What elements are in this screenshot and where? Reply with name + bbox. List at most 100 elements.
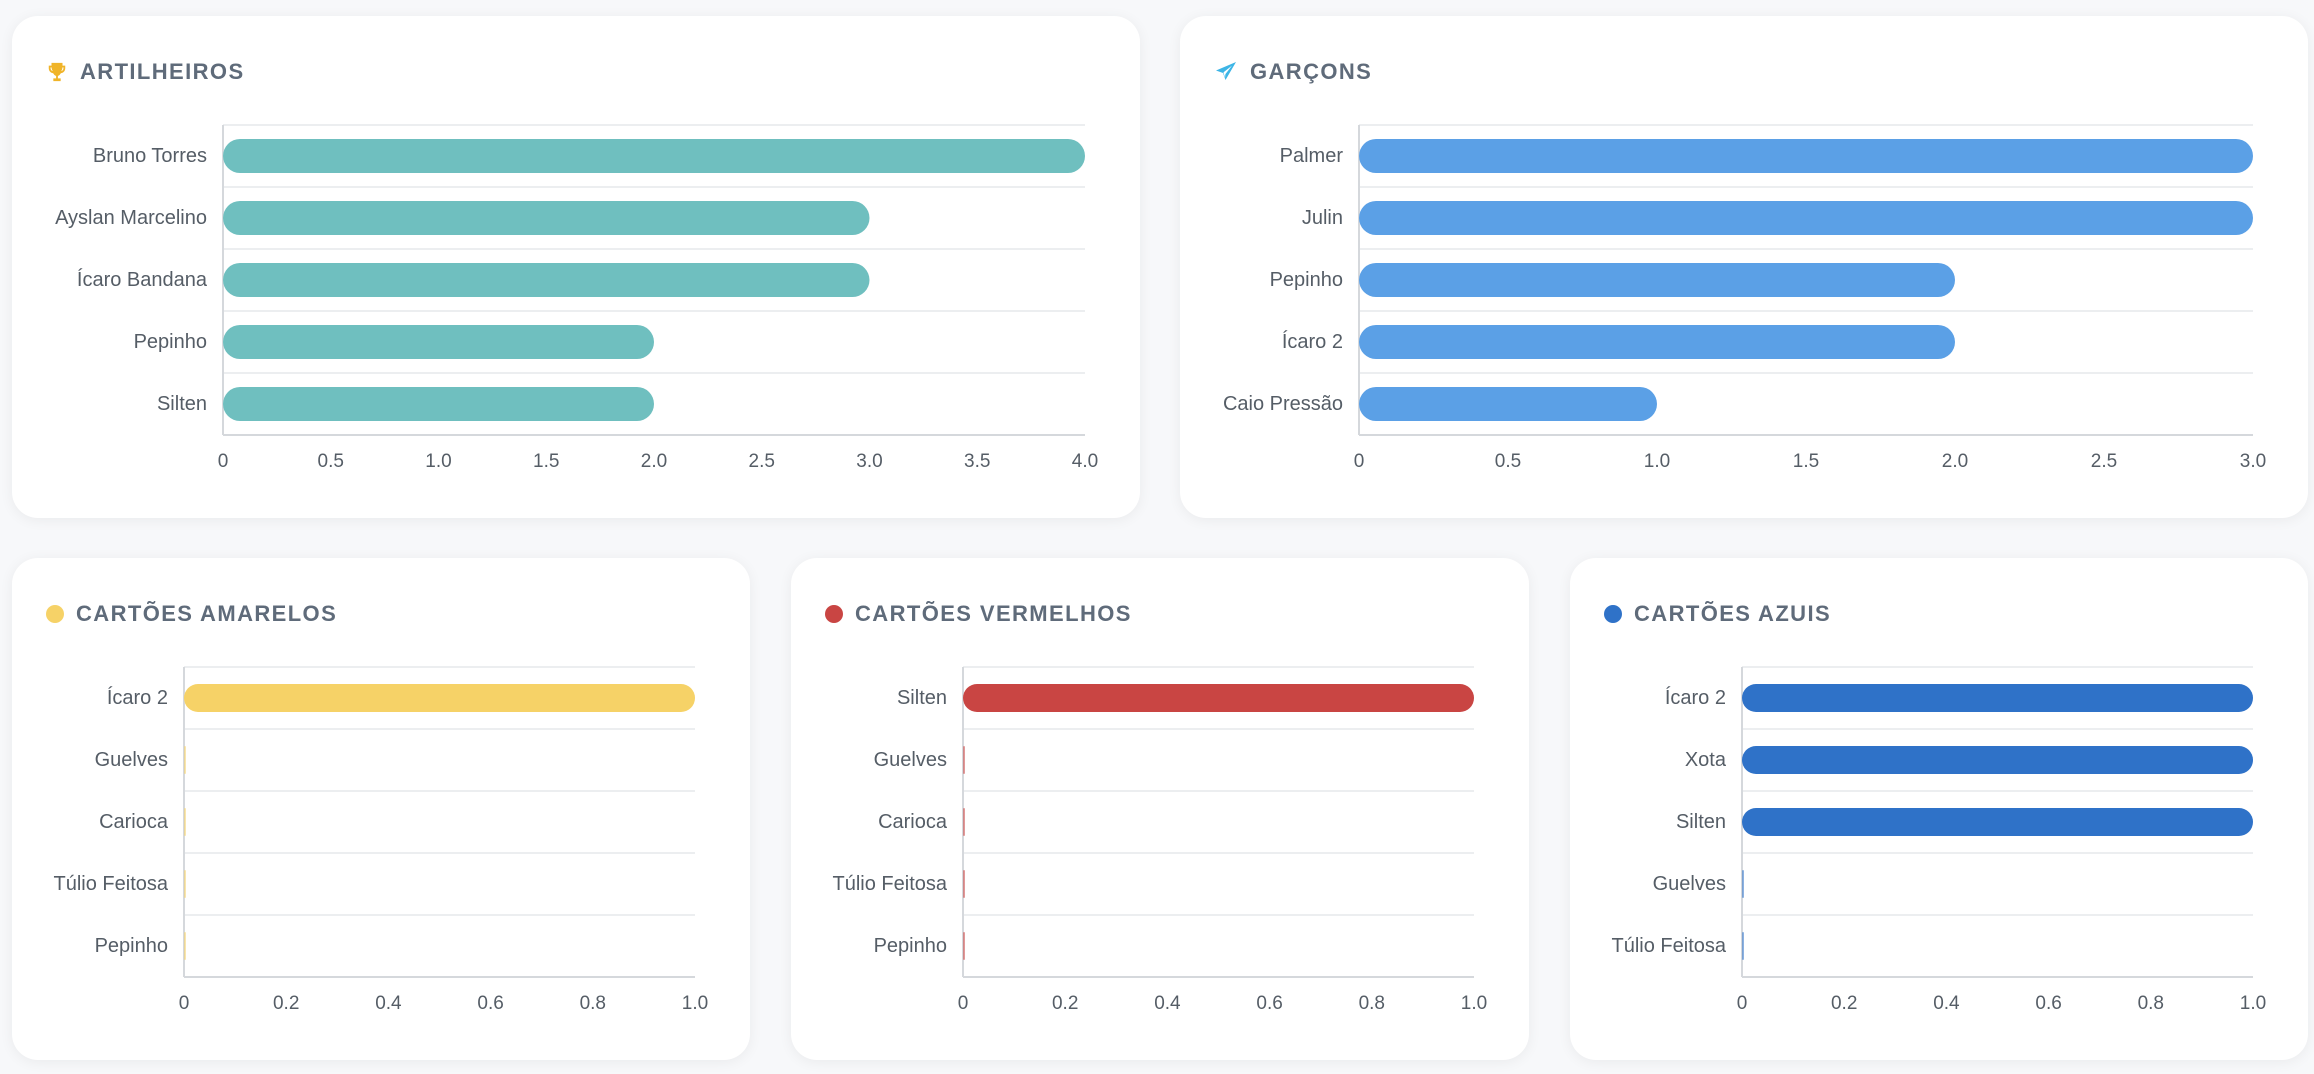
category-label: Pepinho	[134, 331, 207, 353]
tick-label: 2.5	[2091, 451, 2117, 472]
bar	[963, 870, 965, 898]
tick-label: 1.5	[1793, 451, 1819, 472]
bar	[963, 932, 965, 960]
bar	[1742, 684, 2253, 712]
tick-label: 2.5	[749, 451, 775, 472]
chart-title: CARTÕES AZUIS	[1634, 601, 1832, 626]
category-label: Xota	[1685, 749, 1727, 771]
vermelhos-chart: Silten Guelves Carioca Túlio Feitosa Pepinho…	[833, 666, 1487, 1014]
chart-title: GARÇONS	[1250, 59, 1373, 84]
category-label: Guelves	[1653, 873, 1726, 895]
paper-plane-icon	[1214, 60, 1238, 84]
tick-label: 1.0	[425, 451, 451, 472]
category-label: Ícaro Bandana	[77, 268, 208, 291]
tick-label: 0.8	[2138, 993, 2164, 1014]
tick-label: 1.5	[533, 451, 559, 472]
bar	[223, 387, 654, 421]
trophy-icon	[46, 61, 68, 83]
blue-dot-icon	[1604, 605, 1622, 623]
red-dot-icon	[825, 605, 843, 623]
bar	[963, 746, 965, 774]
bar	[1742, 746, 2253, 774]
tick-label: 2.0	[1942, 451, 1968, 472]
tick-label: 3.0	[2240, 451, 2266, 472]
category-label: Julin	[1302, 207, 1343, 229]
tick-label: 0	[218, 451, 229, 472]
bar	[184, 932, 186, 960]
chart-title: ARTILHEIROS	[80, 59, 245, 84]
bar	[963, 684, 1474, 712]
bar	[1742, 870, 1744, 898]
tick-label: 0.5	[318, 451, 344, 472]
tick-label: 1.0	[2240, 993, 2266, 1014]
category-label: Túlio Feitosa	[833, 873, 948, 895]
tick-label: 0.6	[477, 993, 503, 1014]
tick-label: 0	[1737, 993, 1748, 1014]
artilheiros-card: ARTILHEIROS Bruno Torres Ayslan Marcelino…	[12, 16, 1140, 518]
tick-label: 4.0	[1072, 451, 1098, 472]
azuis-card: CARTÕES AZUIS Ícaro 2 Xota Silten Guelves Tú…	[1570, 558, 2308, 1060]
chart-title: CARTÕES VERMELHOS	[855, 601, 1132, 626]
bar	[223, 263, 870, 297]
bar	[1359, 387, 1657, 421]
bar	[1359, 263, 1955, 297]
category-label: Túlio Feitosa	[1612, 935, 1727, 957]
tick-label: 0.2	[1052, 993, 1078, 1014]
bar	[223, 201, 870, 235]
garcons-header: GARÇONS	[1214, 52, 1372, 92]
artilheiros-chart: Bruno Torres Ayslan Marcelino Ícaro Bandan…	[55, 124, 1098, 472]
bar	[963, 808, 965, 836]
azuis-header: CARTÕES AZUIS	[1604, 594, 1831, 634]
tick-label: 0.4	[1933, 993, 1960, 1014]
tick-label: 0	[179, 993, 190, 1014]
category-label: Ícaro 2	[107, 686, 168, 709]
bar	[223, 325, 654, 359]
amarelos-header: CARTÕES AMARELOS	[46, 594, 337, 634]
category-label: Pepinho	[95, 935, 168, 957]
tick-label: 0.4	[375, 993, 402, 1014]
tick-label: 0.6	[1256, 993, 1282, 1014]
yellow-dot-icon	[46, 605, 64, 623]
category-label: Ayslan Marcelino	[55, 207, 207, 229]
tick-label: 3.5	[964, 451, 990, 472]
category-label: Guelves	[95, 749, 168, 771]
category-label: Silten	[897, 687, 947, 709]
tick-label: 0.8	[580, 993, 606, 1014]
garcons-chart: Palmer Julin Pepinho Ícaro 2 Caio Pressão 0 0.…	[1223, 124, 2266, 472]
tick-label: 1.0	[1644, 451, 1670, 472]
bar	[1742, 932, 1744, 960]
bar	[1359, 139, 2253, 173]
tick-label: 3.0	[856, 451, 882, 472]
category-label: Ícaro 2	[1282, 330, 1343, 353]
category-label: Caio Pressão	[1223, 393, 1343, 415]
tick-label: 0.5	[1495, 451, 1521, 472]
category-label: Silten	[1676, 811, 1726, 833]
vermelhos-card: CARTÕES VERMELHOS Silten Guelves Carioca Tú…	[791, 558, 1529, 1060]
category-label: Pepinho	[874, 935, 947, 957]
tick-label: 1.0	[682, 993, 708, 1014]
tick-label: 2.0	[641, 451, 667, 472]
tick-label: 0.8	[1359, 993, 1385, 1014]
amarelos-card: CARTÕES AMARELOS Ícaro 2 Guelves Carioca Tú…	[12, 558, 750, 1060]
azuis-chart: Ícaro 2 Xota Silten Guelves Túlio Feitosa 0 0.…	[1612, 666, 2266, 1014]
tick-label: 0	[958, 993, 969, 1014]
bar	[1359, 201, 2253, 235]
tick-label: 0.6	[2035, 993, 2061, 1014]
bar	[184, 746, 186, 774]
category-label: Palmer	[1280, 145, 1344, 167]
bar	[1359, 325, 1955, 359]
bar	[184, 808, 186, 836]
tick-label: 0	[1354, 451, 1365, 472]
tick-label: 0.2	[1831, 993, 1857, 1014]
bar	[1742, 808, 2253, 836]
category-label: Ícaro 2	[1665, 686, 1726, 709]
category-label: Silten	[157, 393, 207, 415]
tick-label: 1.0	[1461, 993, 1487, 1014]
category-label: Carioca	[99, 811, 169, 833]
bar	[223, 139, 1085, 173]
category-label: Bruno Torres	[93, 145, 207, 167]
category-label: Carioca	[878, 811, 948, 833]
bar	[184, 870, 186, 898]
tick-label: 0.2	[273, 993, 299, 1014]
artilheiros-header: ARTILHEIROS	[46, 52, 245, 92]
